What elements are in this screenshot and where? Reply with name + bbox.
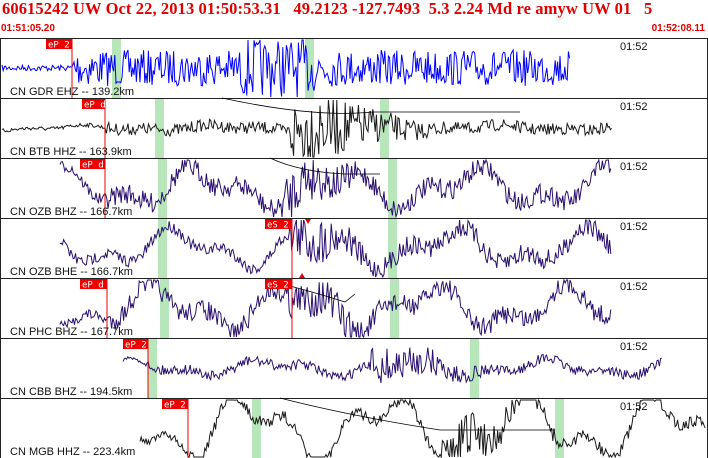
minute-label: 01:52: [620, 161, 648, 173]
minute-label: 01:52: [620, 401, 648, 413]
waveform: [1, 39, 571, 98]
station-label: CN MGB HHZ -- 223.4km: [10, 446, 135, 458]
pick-flag[interactable]: [265, 279, 292, 289]
station-label: CN GDR EHZ -- 139.2km: [10, 86, 134, 98]
pick-label: eS 2: [267, 221, 289, 231]
pick-flag[interactable]: [80, 279, 107, 289]
time-marker: [112, 39, 121, 98]
time-marker: [158, 159, 167, 218]
trace-panel[interactable]: eS 2 01:52 CN OZB BHE -- 166.7km: [0, 218, 708, 279]
pick-marker-top: [305, 219, 311, 224]
time-marker: [160, 279, 169, 338]
pick-flag[interactable]: [162, 399, 188, 409]
waveform: [59, 278, 612, 339]
pick-label: eP 2: [125, 341, 147, 351]
pick-label: eP d: [82, 281, 104, 291]
station-label: CN BTB HHZ -- 163.9km: [10, 146, 132, 158]
trace-panel[interactable]: eP d eS 2 01:52 CN PHC BHZ -- 167.7km: [0, 278, 708, 339]
pick-marker-bottom: [299, 273, 305, 278]
waveform: [122, 347, 662, 384]
minute-label: 01:52: [620, 341, 648, 353]
station-label: CN OZB BHE -- 166.7km: [10, 266, 133, 278]
time-marker: [388, 159, 397, 218]
waveform: [1, 99, 612, 158]
envelope-curve: [269, 157, 380, 175]
pick-label: eP 2: [164, 401, 186, 411]
envelope-curve: [221, 97, 520, 114]
minute-label: 01:52: [620, 101, 648, 113]
pick-flag[interactable]: [265, 219, 292, 229]
station-label: CN CBB BHZ -- 194.5km: [10, 386, 132, 398]
time-marker: [252, 399, 261, 458]
station-label: CN PHC BHZ -- 167.7km: [10, 326, 133, 338]
time-marker: [305, 39, 314, 98]
minute-label: 01:52: [620, 281, 648, 293]
time-marker: [390, 279, 399, 338]
time-marker: [555, 399, 564, 458]
pick-label: eP d: [84, 101, 106, 111]
trace-panel[interactable]: eP d 01:52 CN OZB BHZ -- 166.7km: [0, 157, 708, 219]
waveform: [59, 218, 612, 279]
waveform: [59, 158, 612, 219]
minute-label: 01:52: [620, 41, 648, 53]
envelope-curve: [289, 285, 356, 303]
pick-flag[interactable]: [123, 339, 148, 349]
event-title: 60615242 UW Oct 22, 2013 01:50:53.31 49.…: [2, 0, 653, 18]
time-marker: [380, 99, 389, 158]
pick-label: eP 2: [48, 41, 70, 51]
minute-label: 01:52: [620, 221, 648, 233]
pick-flag[interactable]: [80, 159, 105, 169]
trace-panel[interactable]: eP 2 01:52 CN MGB HHZ -- 223.4km: [0, 397, 708, 458]
time-marker: [158, 219, 167, 278]
trace-panel[interactable]: eP 2 01:52 CN CBB BHZ -- 194.5km: [0, 338, 708, 399]
window-start-time: 01:51:05.20: [1, 23, 55, 34]
pick-flag[interactable]: [46, 39, 72, 49]
pick-label: eS 2: [267, 281, 289, 291]
time-marker: [155, 99, 164, 158]
event-header: 60615242 UW Oct 22, 2013 01:50:53.31 49.…: [0, 0, 708, 36]
pick-flag[interactable]: [82, 99, 105, 109]
window-end-time: 01:52:08.11: [651, 23, 705, 34]
envelope-curve: [279, 397, 555, 431]
time-marker: [388, 219, 397, 278]
station-label: CN OZB BHZ -- 166.7km: [10, 206, 132, 218]
trace-panel[interactable]: eP 2 01:52 CN GDR EHZ -- 139.2km: [0, 38, 708, 99]
trace-panel[interactable]: eP d 01:52 CN BTB HHZ -- 163.9km: [0, 97, 708, 159]
pick-label: eP d: [82, 161, 104, 171]
